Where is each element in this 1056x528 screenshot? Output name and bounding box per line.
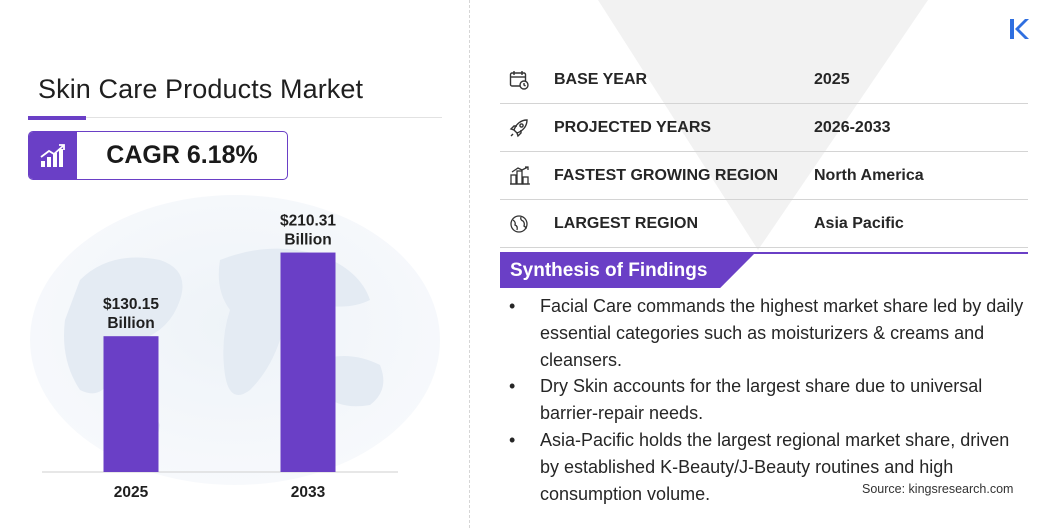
data-label: $130.15 (103, 296, 159, 313)
bullet-marker: • (509, 376, 516, 397)
synthesis-heading: Synthesis of Findings (510, 260, 708, 281)
info-label: BASE YEAR (554, 70, 648, 88)
title-underline (28, 117, 442, 118)
title-accent-bar (28, 116, 86, 120)
x-tick-label: 2025 (114, 484, 149, 501)
kings-research-logo (1010, 19, 1029, 39)
data-label: Billion (107, 315, 154, 332)
cagr-box: CAGR 6.18% (28, 131, 288, 180)
bar-2025 (103, 336, 159, 472)
calendar-icon (500, 56, 538, 103)
list-item: • Facial Care commands the highest marke… (506, 293, 1026, 373)
data-label: $210.31 (280, 213, 336, 230)
bullet-marker: • (509, 296, 516, 316)
list-item: • Dry Skin accounts for the largest shar… (506, 373, 1026, 427)
finding-text: Facial Care commands the highest market … (540, 296, 1024, 370)
info-row-base-year: BASE YEAR 2025 (500, 56, 1028, 104)
bullet-marker: • (509, 429, 516, 450)
info-table: BASE YEAR 2025 PROJECTED YEARS 2026-2033 (500, 56, 1028, 248)
finding-text: Dry Skin accounts for the largest share … (540, 376, 983, 424)
info-value: 2026-2033 (814, 118, 891, 136)
synthesis-header: Synthesis of Findings (500, 252, 1028, 288)
info-value: 2025 (814, 70, 850, 88)
market-size-bar-chart: $130.15 Billion 2025 $210.31 Billion 2033 (42, 213, 398, 501)
growth-chart-icon (29, 132, 77, 179)
info-value: Asia Pacific (814, 214, 904, 232)
finding-text: Asia-Pacific holds the largest regional … (540, 429, 1010, 504)
info-row-largest-region: LARGEST REGION Asia Pacific (500, 200, 1028, 248)
left-panel: Skin Care Products Market CAGR 6.18% $13… (0, 0, 470, 528)
info-label: FASTEST GROWING REGION (554, 166, 779, 184)
info-row-fastest-region: FASTEST GROWING REGION North America (500, 152, 1028, 200)
decorative-triangle (598, 0, 928, 250)
findings-list: • Facial Care commands the highest marke… (506, 293, 1026, 507)
market-title: Skin Care Products Market (38, 74, 364, 104)
city-growth-icon (500, 152, 538, 199)
rocket-icon (500, 104, 538, 151)
data-label: Billion (284, 232, 331, 249)
panel-divider (469, 0, 470, 528)
info-label: PROJECTED YEARS (554, 118, 712, 136)
source-note: Source: kingsresearch.com (862, 482, 1014, 496)
globe-icon (500, 200, 538, 247)
synthesis-tab (500, 252, 756, 288)
synthesis-rule (500, 252, 1028, 254)
cagr-value: CAGR 6.18% (106, 141, 258, 169)
info-row-projected-years: PROJECTED YEARS 2026-2033 (500, 104, 1028, 152)
bar-2033 (280, 252, 336, 472)
x-tick-label: 2033 (291, 484, 326, 501)
info-label: LARGEST REGION (554, 214, 699, 232)
list-item: • Asia-Pacific holds the largest regiona… (506, 427, 1026, 507)
info-value: North America (814, 166, 924, 184)
